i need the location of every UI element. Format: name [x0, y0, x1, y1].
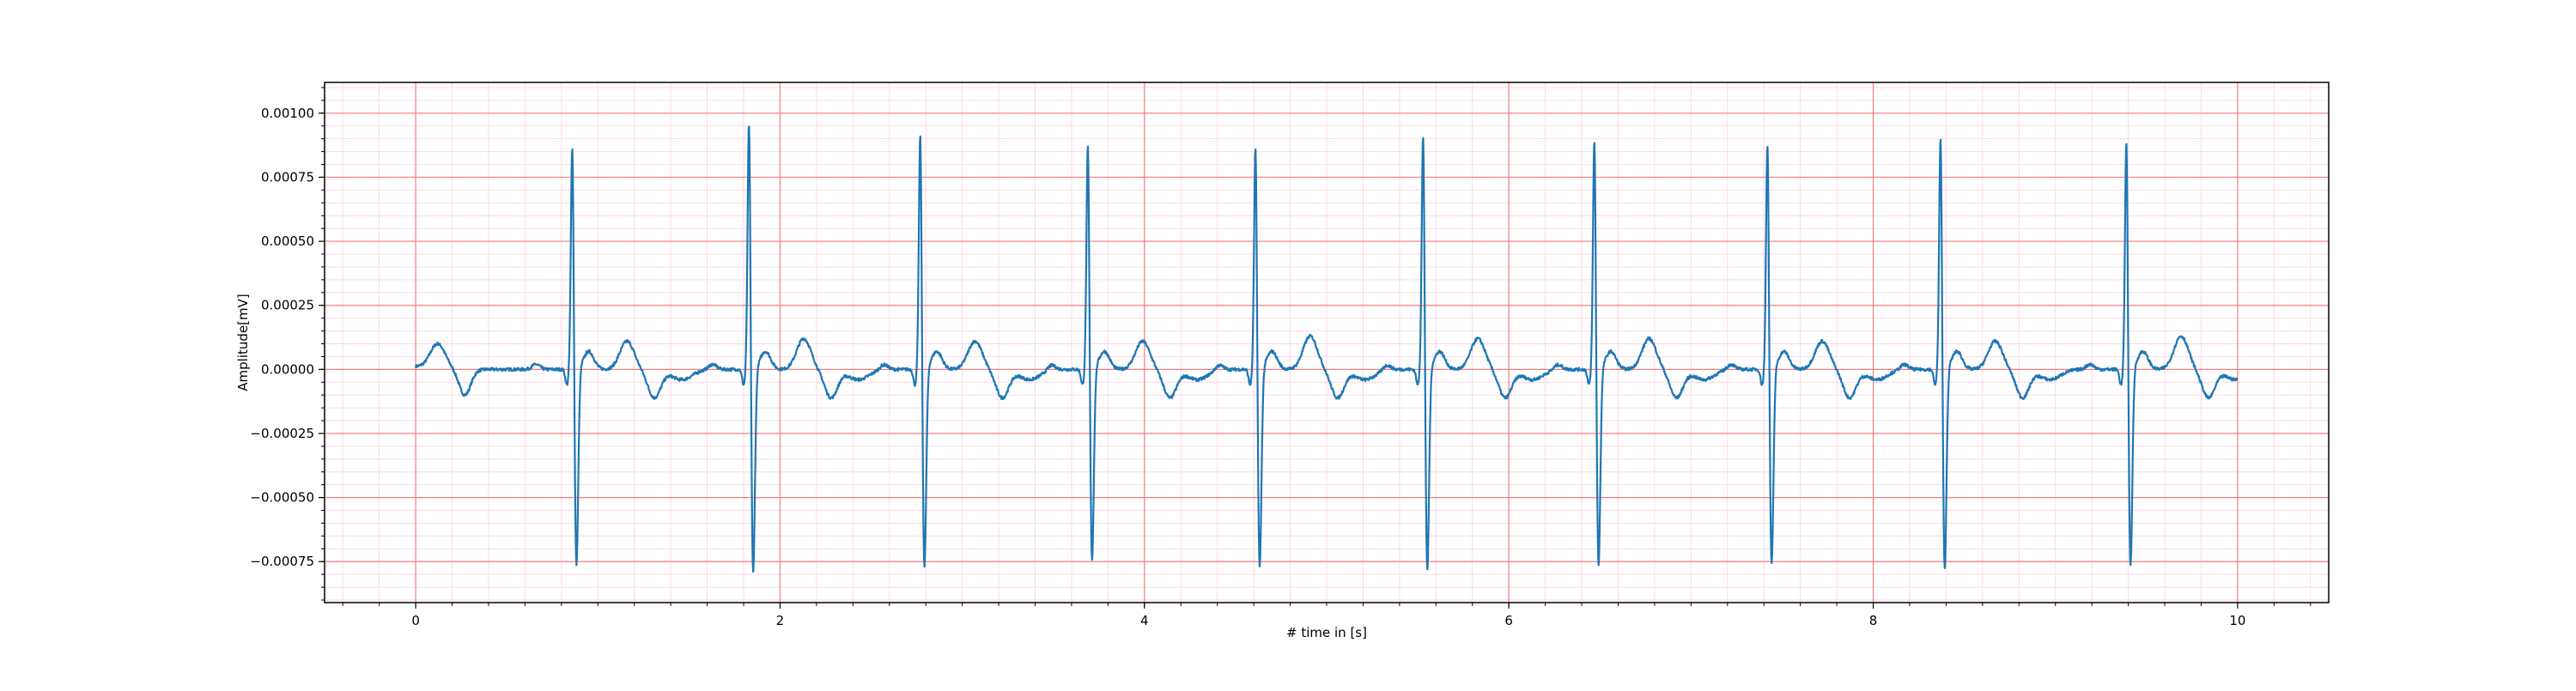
- y-tick-label: −0.00050: [250, 490, 314, 506]
- x-tick-label: 8: [1869, 613, 1878, 628]
- y-axis: 0.00100 0.00075 0.00050 0.00025 0.00000 −0.00…: [250, 87, 325, 601]
- x-tick-label: 0: [411, 613, 420, 628]
- x-tick-label: 4: [1140, 613, 1149, 628]
- y-tick-label: 0.00050: [261, 233, 314, 249]
- y-tick-label: −0.00025: [250, 426, 314, 441]
- series-line-group: [415, 125, 2239, 573]
- y-tick-label: 0.00000: [261, 361, 314, 377]
- major-grid: [325, 82, 2329, 603]
- y-tick-label: 0.00100: [261, 106, 314, 121]
- y-axis-label: Amplitude[mV]: [235, 294, 251, 391]
- x-axis-label: # time in [s]: [1286, 625, 1367, 640]
- x-tick-label: 6: [1504, 613, 1513, 628]
- y-tick-label: 0.00075: [261, 169, 314, 185]
- minor-grid: [325, 82, 2329, 603]
- ecg-series-line: [415, 125, 2239, 573]
- y-tick-label: 0.00025: [261, 298, 314, 313]
- x-tick-label: 2: [776, 613, 785, 628]
- x-axis: 0 2 4 6 8 10: [342, 603, 2312, 628]
- x-tick-label: 10: [2229, 613, 2245, 628]
- y-tick-label: −0.00075: [250, 554, 314, 569]
